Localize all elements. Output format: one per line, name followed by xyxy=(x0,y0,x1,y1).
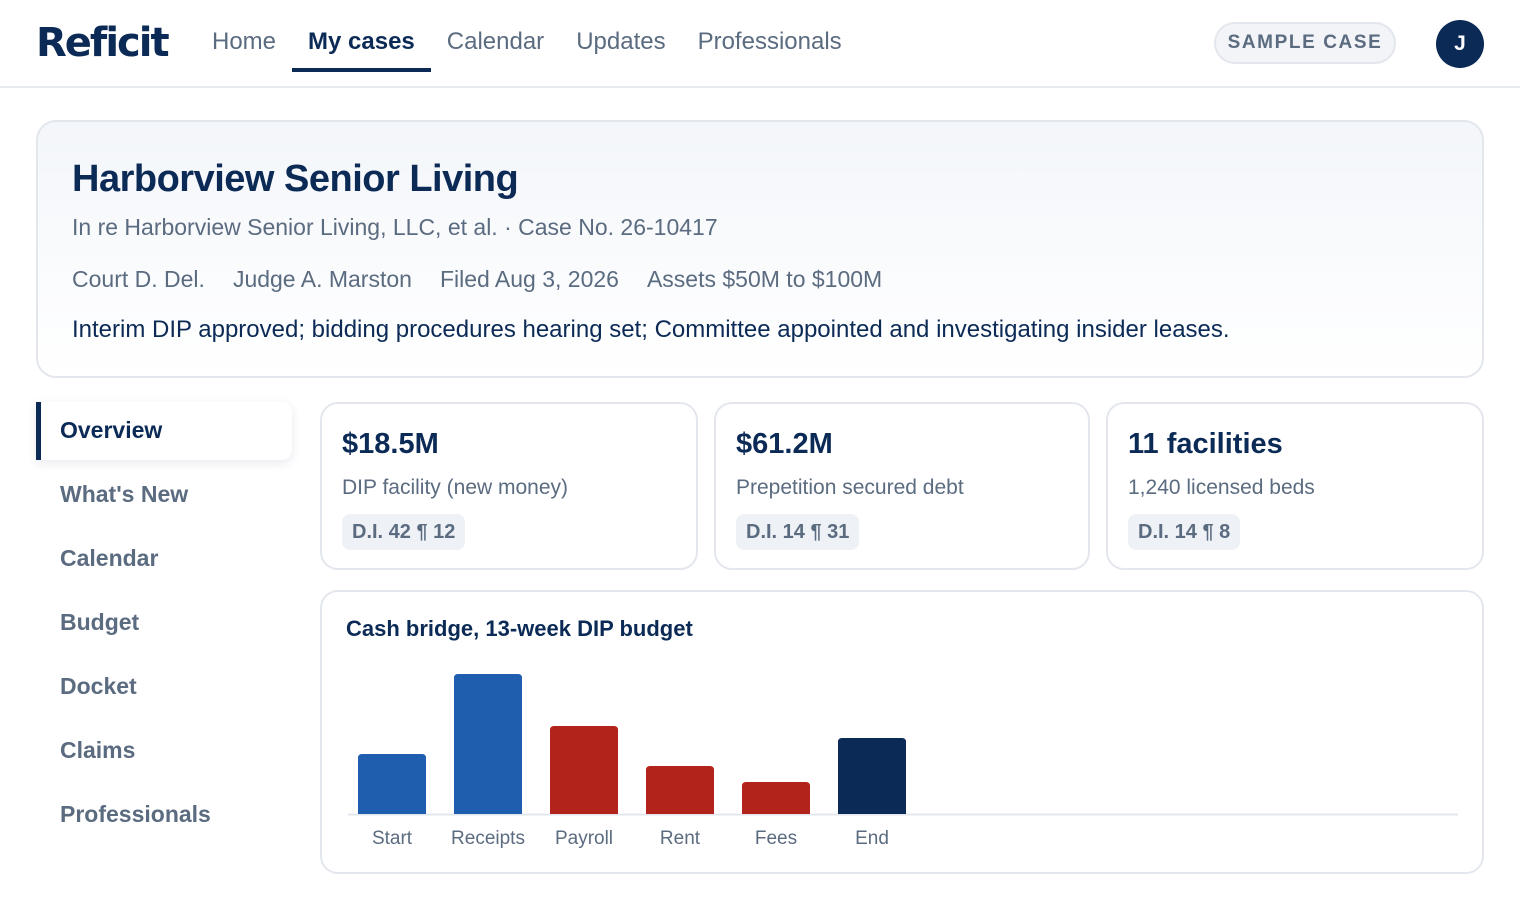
sidebar-item-professionals[interactable]: Professionals xyxy=(60,801,211,827)
main-nav: Home My cases Calendar Updates Professio… xyxy=(196,0,858,86)
case-filed-date: Filed Aug 3, 2026 xyxy=(439,266,619,292)
nav-my-cases[interactable]: My cases xyxy=(292,0,431,86)
stat-label: DIP facility (new money) xyxy=(342,476,569,499)
sidebar-item-calendar[interactable]: Calendar xyxy=(60,545,159,571)
x-tick-label-receipts: Receipts xyxy=(451,828,525,849)
sample-case-badge: SAMPLE CASE xyxy=(1214,22,1396,64)
case-summary: Interim DIP approved; bidding procedures… xyxy=(72,316,1230,343)
case-assets: Assets $50M to $100M xyxy=(646,266,883,292)
reficit-logo[interactable]: Reficit xyxy=(36,20,170,66)
cash-bridge-chart-card: Cash bridge, 13-week DIP budget Start Rec… xyxy=(320,590,1484,874)
docket-citation-chip[interactable]: D.I. 14 ¶ 8 xyxy=(1128,514,1241,550)
case-sidebar: Overview What's New Calendar Budget Dock… xyxy=(36,402,292,850)
bar-start[interactable] xyxy=(358,754,426,814)
case-caption: In re Harborview Senior Living, LLC, et … xyxy=(72,214,718,240)
case-court: Court D. Del. xyxy=(72,266,205,292)
x-tick-label-fees: Fees xyxy=(755,828,797,849)
user-avatar[interactable]: J xyxy=(1436,20,1484,68)
top-navigation-bar: Reficit Home My cases Calendar Updates P… xyxy=(0,0,1520,88)
stat-value: 11 facilities xyxy=(1128,428,1283,460)
chart-title: Cash bridge, 13-week DIP budget xyxy=(346,616,693,641)
stat-card-dip-facility: $18.5M DIP facility (new money) D.I. 42 … xyxy=(320,402,698,570)
stat-card-facilities: 11 facilities 1,240 licensed beds D.I. 1… xyxy=(1106,402,1484,570)
x-tick-label-start: Start xyxy=(372,828,413,849)
sidebar-item-claims[interactable]: Claims xyxy=(60,737,136,763)
nav-professionals[interactable]: Professionals xyxy=(697,28,842,55)
bar-rent[interactable] xyxy=(646,766,714,814)
x-tick-label-rent: Rent xyxy=(660,828,701,849)
case-judge: Judge A. Marston xyxy=(232,266,412,292)
logo-stripes-icon xyxy=(36,56,66,62)
stat-card-secured-debt: $61.2M Prepetition secured debt D.I. 14 … xyxy=(714,402,1090,570)
sidebar-item-overview[interactable]: Overview xyxy=(36,402,292,460)
sidebar-item-whats-new[interactable]: What's New xyxy=(60,481,189,507)
case-header-card: Harborview Senior Living In re Harborvie… xyxy=(36,120,1484,378)
sidebar-item-budget[interactable]: Budget xyxy=(60,609,140,635)
bar-end[interactable] xyxy=(838,738,906,814)
bar-fees[interactable] xyxy=(742,782,810,814)
stat-label: Prepetition secured debt xyxy=(736,476,964,499)
x-tick-label-end: End xyxy=(855,828,889,849)
nav-calendar[interactable]: Calendar xyxy=(446,28,545,55)
case-title: Harborview Senior Living xyxy=(72,158,519,200)
cash-bridge-chart: Start Receipts Payroll Rent Fees End xyxy=(348,674,1458,849)
stat-label: 1,240 licensed beds xyxy=(1128,476,1315,499)
sidebar-item-docket[interactable]: Docket xyxy=(60,673,137,699)
bar-receipts[interactable] xyxy=(454,674,522,814)
stat-value: $61.2M xyxy=(736,428,833,460)
nav-home[interactable]: Home xyxy=(212,28,277,55)
nav-updates[interactable]: Updates xyxy=(576,28,666,55)
stat-value: $18.5M xyxy=(342,428,439,460)
bar-payroll[interactable] xyxy=(550,726,618,814)
docket-citation-chip[interactable]: D.I. 14 ¶ 31 xyxy=(736,514,860,550)
x-tick-label-payroll: Payroll xyxy=(555,828,613,849)
case-meta-row: Court D. Del. Judge A. Marston Filed Aug… xyxy=(72,266,910,293)
docket-citation-chip[interactable]: D.I. 42 ¶ 12 xyxy=(342,514,466,550)
